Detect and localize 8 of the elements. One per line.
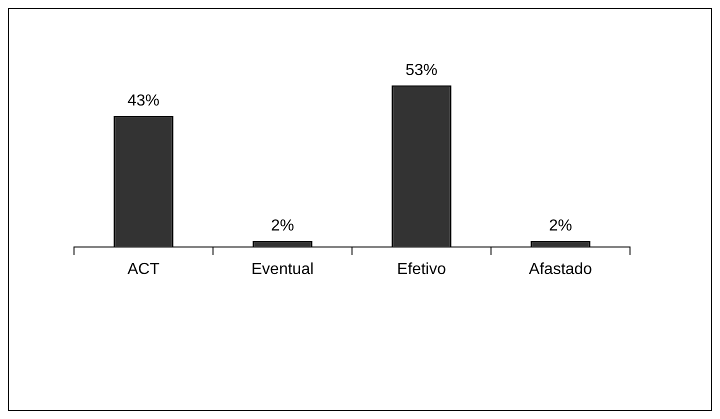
x-tick-label: Efetivo bbox=[397, 261, 446, 278]
data-label: 2% bbox=[548, 217, 572, 234]
data-label: 43% bbox=[127, 92, 160, 110]
data-label: 53% bbox=[405, 62, 438, 79]
data-label: 2% bbox=[270, 217, 294, 234]
x-tick-label: Afastado bbox=[528, 261, 592, 278]
x-tick-label: ACT bbox=[128, 261, 160, 278]
x-tick-label: Eventual bbox=[251, 261, 314, 278]
